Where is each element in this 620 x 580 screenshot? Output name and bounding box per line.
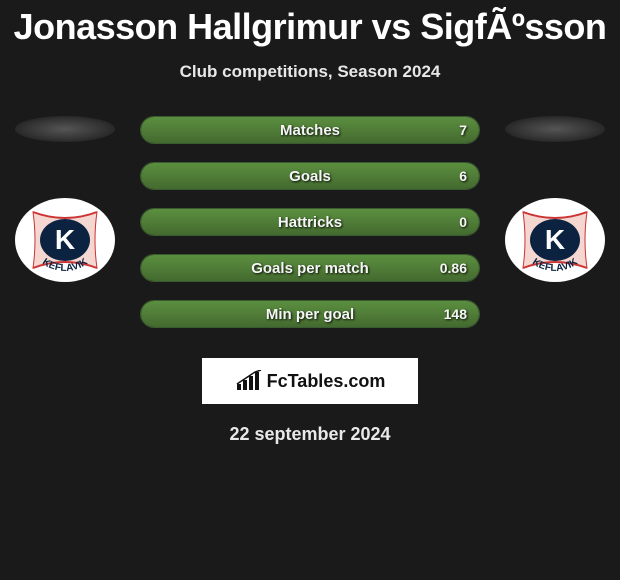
stat-value: 6 <box>459 163 467 189</box>
stat-label: Goals <box>289 163 331 189</box>
stat-label: Goals per match <box>251 255 369 281</box>
stat-bar-goals-per-match: Goals per match 0.86 <box>140 254 480 282</box>
stat-label: Hattricks <box>278 209 342 235</box>
subtitle: Club competitions, Season 2024 <box>0 62 620 82</box>
stat-value: 7 <box>459 117 467 143</box>
brand-text: FcTables.com <box>267 371 386 392</box>
right-column: K KEFLAVIK <box>500 116 610 282</box>
page-title: Jonasson Hallgrimur vs SigfÃºsson <box>0 0 620 48</box>
bar-chart-icon <box>235 370 263 392</box>
date-label: 22 september 2024 <box>0 424 620 445</box>
stats-column: Matches 7 Goals 6 Hattricks 0 Goals per … <box>140 116 480 328</box>
stat-label: Min per goal <box>266 301 354 327</box>
stat-bar-matches: Matches 7 <box>140 116 480 144</box>
left-column: K KEFLAVIK <box>10 116 120 282</box>
player-shadow-left <box>15 116 115 142</box>
brand-logo-box: FcTables.com <box>202 358 418 404</box>
stat-bar-goals: Goals 6 <box>140 162 480 190</box>
player-shadow-right <box>505 116 605 142</box>
comparison-row: K KEFLAVIK Matches 7 Goals 6 Hattricks 0 <box>0 116 620 328</box>
stat-value: 0.86 <box>440 255 467 281</box>
stat-value: 148 <box>444 301 467 327</box>
club-badge-left: K KEFLAVIK <box>15 198 115 282</box>
club-badge-right: K KEFLAVIK <box>505 198 605 282</box>
stat-bar-hattricks: Hattricks 0 <box>140 208 480 236</box>
stat-value: 0 <box>459 209 467 235</box>
stat-label: Matches <box>280 117 340 143</box>
svg-text:K: K <box>545 224 565 255</box>
svg-text:K: K <box>55 224 75 255</box>
stat-bar-min-per-goal: Min per goal 148 <box>140 300 480 328</box>
keflavik-crest-icon: K KEFLAVIK <box>15 198 115 282</box>
keflavik-crest-icon: K KEFLAVIK <box>505 198 605 282</box>
